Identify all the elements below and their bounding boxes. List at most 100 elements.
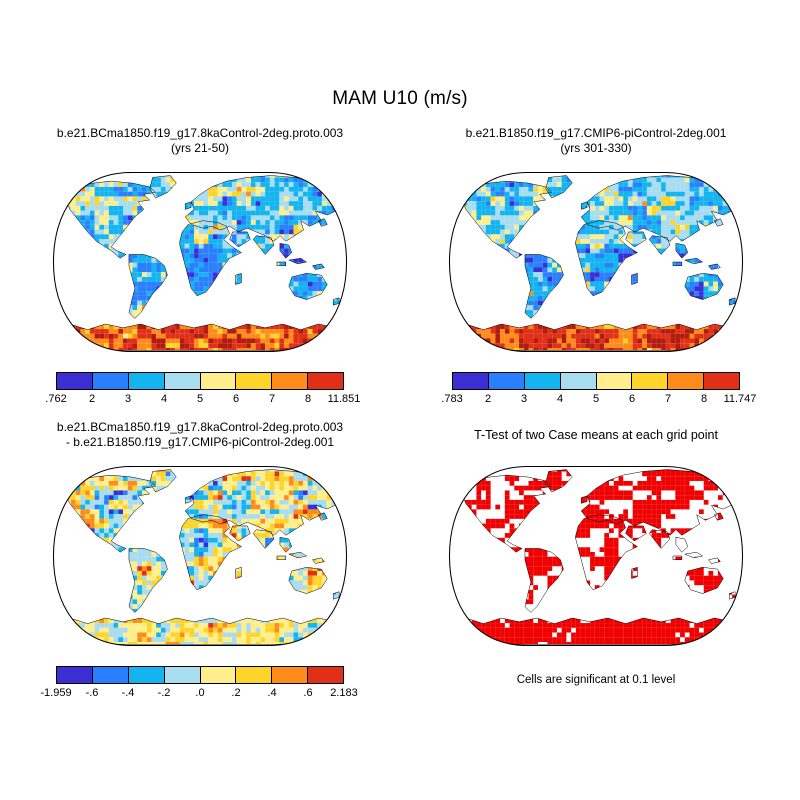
coastline [179, 515, 241, 590]
colorbar-segment [200, 667, 237, 683]
map-cells-layer [449, 469, 743, 645]
world-map-case1 [52, 168, 348, 356]
coastline [150, 176, 177, 199]
coastline [546, 470, 573, 493]
colorbar-segment [308, 373, 343, 389]
coastline [289, 273, 327, 299]
coastline [318, 513, 327, 521]
coastline [230, 232, 251, 247]
map-land-layer [449, 168, 743, 356]
coastline [729, 298, 735, 306]
coastline [277, 262, 286, 266]
map-land-layer [53, 168, 347, 356]
coastline [685, 258, 703, 264]
projection-outline [448, 465, 744, 647]
colorbar-label: 2.183 [330, 687, 358, 699]
colorbar-segment [92, 373, 129, 389]
coastline [129, 548, 167, 612]
coastline [632, 273, 638, 284]
colorbar-label: 2 [484, 393, 492, 405]
coastline [676, 243, 688, 258]
colorbar-segment [57, 667, 93, 683]
colorbar-label: 3 [124, 393, 132, 405]
figure-title: MAM U10 (m/s) [332, 88, 468, 109]
projection-outline [448, 171, 744, 353]
colorbar-label: .783 [441, 393, 463, 405]
colorbar-labels: .783 2 3 4 5 6 7 8 11.747 [441, 393, 756, 407]
colorbar-bar [56, 372, 344, 390]
colorbar-segment [596, 373, 633, 389]
coastline [179, 221, 241, 296]
colorbar-segment [632, 373, 669, 389]
coastline [64, 181, 156, 258]
colorbar-label: 5 [196, 393, 204, 405]
coastline [280, 537, 292, 552]
coastline [714, 513, 723, 521]
coastline [460, 181, 552, 258]
coastline [289, 567, 327, 593]
coastline [333, 298, 339, 306]
colorbar-bar [452, 372, 740, 390]
coastline [546, 176, 573, 199]
colorbar-difference: -1.959 -.6 -.4 -.2 .0 .2 .4 .6 2.183 [40, 666, 358, 701]
world-map-difference [52, 462, 348, 650]
coastline [289, 552, 307, 558]
colorbar-label: 6 [628, 393, 636, 405]
coastline [632, 567, 638, 578]
coastline [236, 567, 242, 578]
colorbar-label: .0 [195, 687, 205, 699]
panel-title-line2: (yrs 301-330) [560, 141, 632, 155]
colorbar-segment [488, 373, 525, 389]
coastline [318, 219, 327, 227]
colorbar-segment [560, 373, 597, 389]
colorbar-label: 7 [664, 393, 672, 405]
coastline [129, 254, 167, 318]
coastline [185, 470, 339, 536]
colorbar-segment [668, 373, 705, 389]
coastline [185, 176, 339, 242]
colorbar-segment [272, 373, 309, 389]
colorbar-segment [704, 373, 739, 389]
coastline [575, 515, 637, 590]
coastline [673, 262, 682, 266]
coastline [525, 254, 563, 318]
panel-title-line1: T-Test of two Case means at each grid po… [474, 428, 718, 442]
panel-ttest: T-Test of two Case means at each grid po… [444, 420, 748, 686]
colorbar-label: -.6 [85, 687, 99, 699]
colorbar-segment [272, 667, 309, 683]
coastline [185, 496, 191, 504]
projection-outline [52, 465, 348, 647]
world-map-ttest [448, 465, 744, 647]
panel-title-line1: b.e21.B1850.f19_g17.CMIP6-piControl-2deg… [465, 126, 727, 140]
panel-title-line1: b.e21.BCma1850.f19_g17.8kaControl-2deg.p… [56, 420, 344, 434]
coastline [575, 221, 637, 296]
colorbar-label: 11.747 [723, 393, 757, 405]
colorbar-labels: -1.959 -.6 -.4 -.2 .0 .2 .4 .6 2.183 [40, 687, 357, 701]
colorbar-label: -.4 [121, 687, 135, 699]
coastline [708, 264, 720, 270]
colorbar-label: .6 [303, 687, 313, 699]
colorbar-label: 8 [304, 393, 312, 405]
colorbar-segment [57, 373, 93, 389]
panel-title-line2: (yrs 21-50) [170, 141, 229, 155]
map-land-layer [53, 462, 347, 650]
colorbar-label: -1.959 [40, 687, 72, 699]
colorbar-label: 3 [520, 393, 528, 405]
projection-outline [52, 171, 348, 353]
coastline [676, 537, 688, 552]
colorbar-segment [164, 667, 201, 683]
coastline [714, 219, 723, 227]
colorbar-case1: .762 2 3 4 5 6 7 8 11.851 [45, 372, 360, 407]
coastline [708, 558, 720, 564]
colorbar-label: 11.851 [327, 393, 361, 405]
colorbar-segment [524, 373, 561, 389]
colorbar-label: 2 [88, 393, 96, 405]
coastline [289, 258, 307, 264]
coastline [685, 567, 723, 593]
coastline [312, 558, 324, 564]
coastline [64, 475, 156, 552]
coastline [729, 592, 735, 600]
colorbar-segment [453, 373, 489, 389]
coastline [626, 526, 647, 541]
